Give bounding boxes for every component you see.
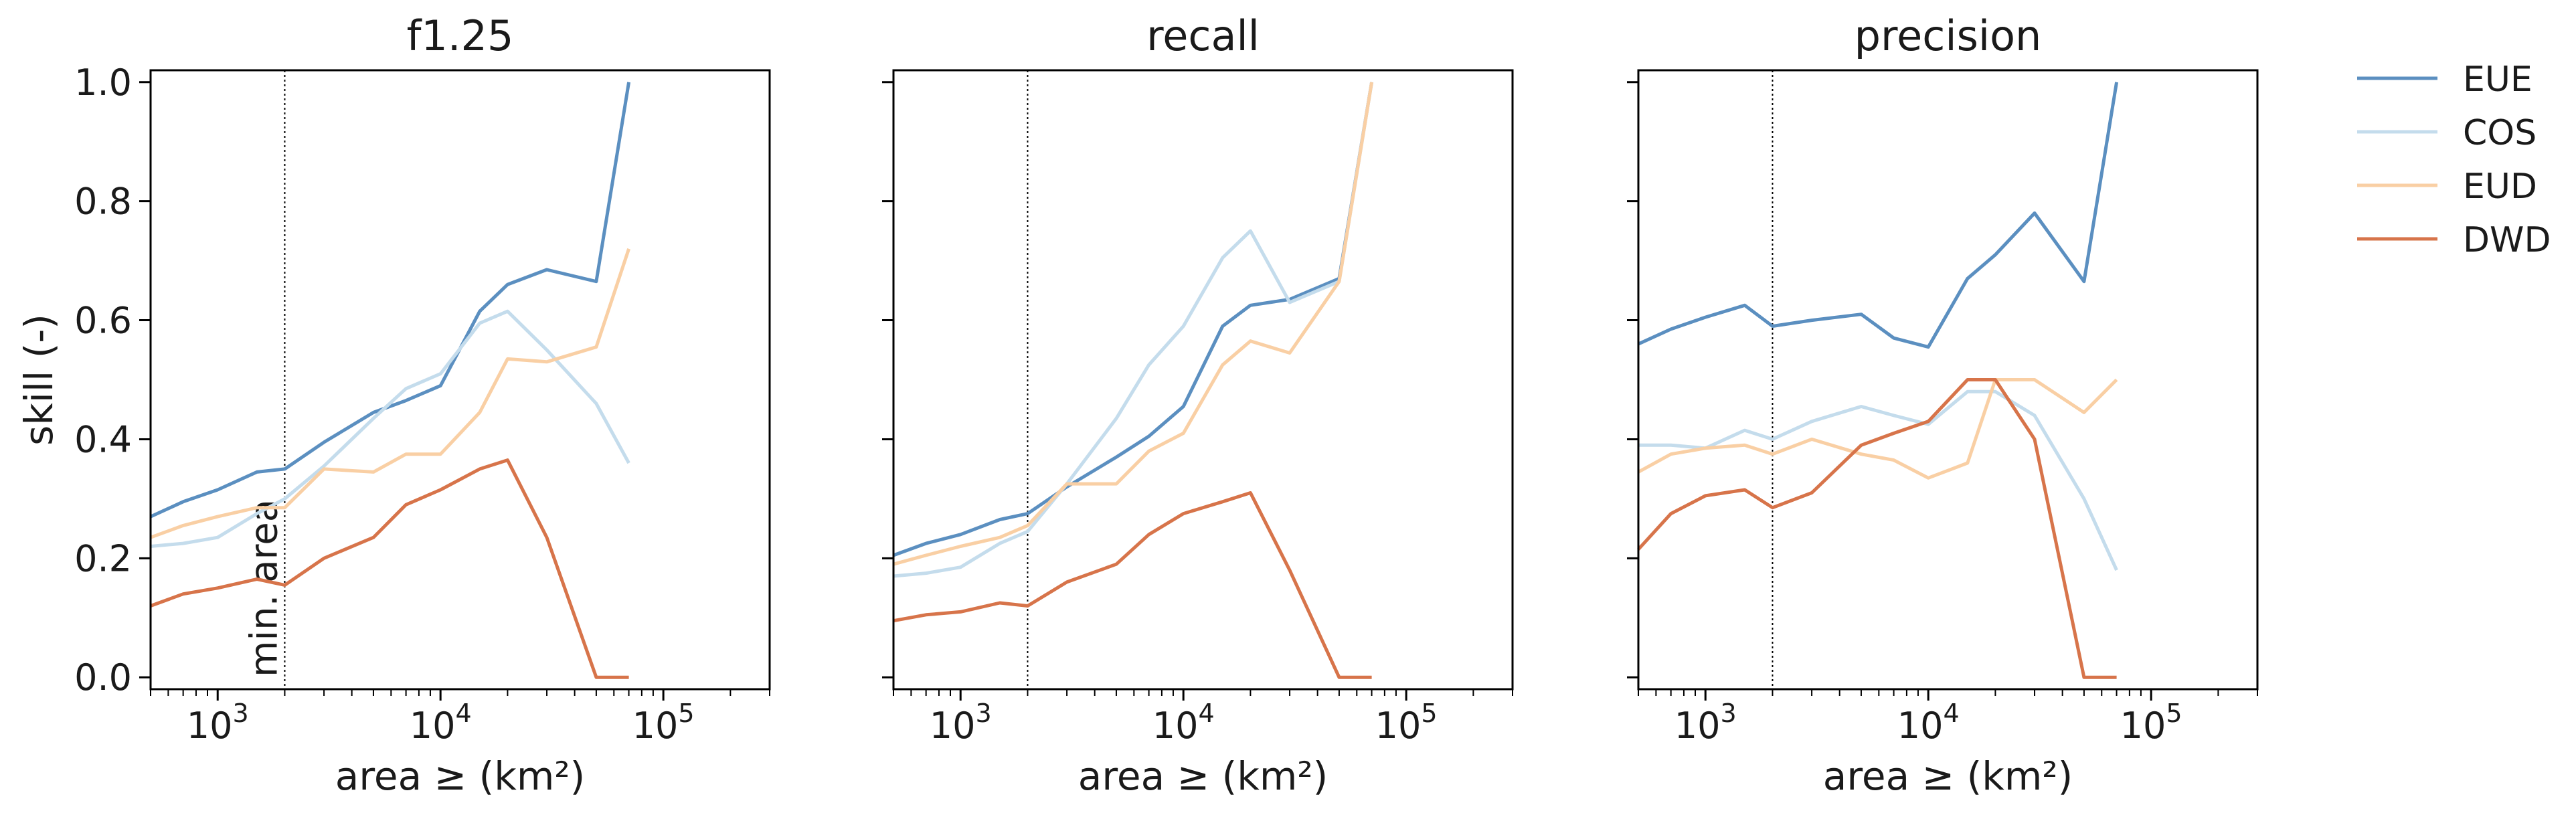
- x-axis-label: area ≥ (km²): [1078, 753, 1328, 799]
- series-line-DWD: [1637, 378, 2117, 679]
- x-tick-label: 104: [1152, 699, 1215, 747]
- y-tick-label: 0.8: [74, 181, 132, 223]
- legend-label: EUE: [2463, 60, 2532, 100]
- x-tick-label: 105: [2120, 699, 2182, 747]
- min-area-label: min. area: [242, 499, 286, 677]
- series-line-EUD: [893, 82, 1374, 566]
- series-line-EUD: [1637, 378, 2118, 480]
- legend-item-EUE: EUE: [2357, 60, 2532, 100]
- subplots: f1.25 area ≥ (km²) skill (-) 103 104 105 0.0 0.…: [16, 11, 2259, 799]
- x-axis-label: area ≥ (km²): [1823, 753, 2073, 799]
- series-line-COS: [150, 309, 630, 548]
- legend-label: COS: [2463, 113, 2537, 153]
- legend: EUE COS EUD DWD: [2357, 60, 2551, 260]
- series-line-COS: [1638, 389, 2118, 571]
- legend-label: EUD: [2463, 167, 2537, 207]
- x-tick-label: 105: [632, 699, 695, 747]
- plot-frame: [1637, 69, 2259, 691]
- chart-title: precision: [1855, 11, 2042, 60]
- y-tick-label: 0.2: [74, 537, 132, 579]
- x-axis-label: area ≥ (km²): [335, 753, 585, 799]
- x-tick-label: 105: [1375, 699, 1438, 747]
- chart-title: f1.25: [407, 11, 514, 60]
- x-tick-label: 103: [1675, 699, 1737, 747]
- series-line-DWD: [893, 491, 1372, 679]
- legend-label: DWD: [2463, 220, 2551, 260]
- subplot-precision: precision area ≥ (km²) 103 104 105: [1627, 11, 2259, 799]
- y-tick-label: 0.0: [74, 656, 132, 699]
- legend-item-COS: COS: [2357, 113, 2537, 153]
- legend-item-EUD: EUD: [2357, 167, 2537, 207]
- series-line-COS: [893, 82, 1374, 578]
- plot-frame: [149, 69, 771, 691]
- plot-frame: [892, 69, 1514, 691]
- series-line-DWD: [150, 458, 629, 679]
- subplot-recall: recall area ≥ (km²) 103 104 105: [882, 11, 1514, 799]
- x-tick-label: 104: [1897, 699, 1960, 747]
- y-tick-label: 1.0: [74, 62, 132, 104]
- series-line-EUE: [149, 82, 631, 519]
- series-line-EUD: [150, 248, 630, 539]
- series-line-EUE: [893, 82, 1374, 557]
- y-tick-label: 0.6: [74, 300, 132, 342]
- legend-item-DWD: DWD: [2357, 220, 2551, 260]
- x-tick-label: 103: [187, 699, 249, 747]
- subplot-f1.25: f1.25 area ≥ (km²) skill (-) 103 104 105 0.0 0.…: [16, 11, 771, 799]
- y-tick-label: 0.4: [74, 418, 132, 460]
- series-line-EUE: [1637, 82, 2119, 349]
- x-tick-label: 103: [930, 699, 992, 747]
- x-tick-label: 104: [410, 699, 472, 747]
- chart-title: recall: [1146, 11, 1260, 60]
- y-axis-label: skill (-): [16, 314, 62, 446]
